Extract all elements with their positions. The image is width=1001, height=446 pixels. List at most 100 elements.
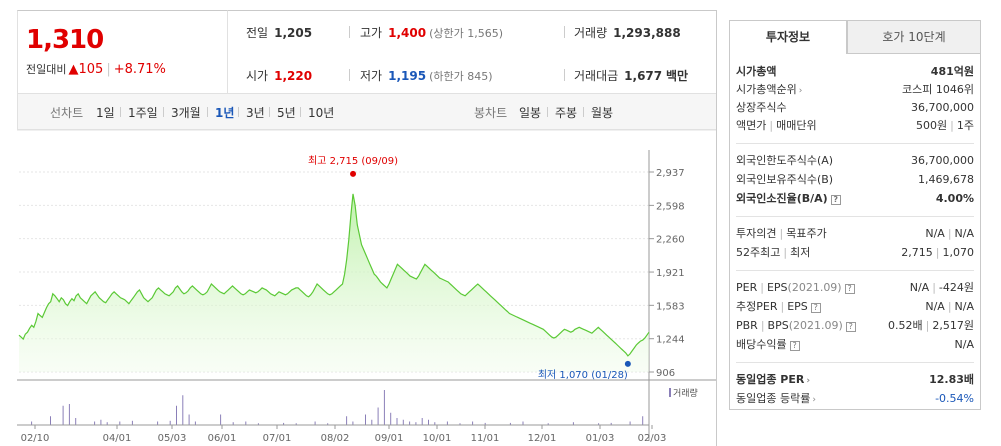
quote-left-panel: 1,310 전일대비 ▲105 | +8.71% 전일 1,205 고가 1,400 (상한… [17, 10, 717, 446]
x-tick-label: 06/01 [208, 433, 237, 444]
industry-change-link[interactable]: 동일업종 등락률 [736, 392, 811, 405]
y-tick-label: 1,921 [656, 268, 685, 279]
period-1d[interactable]: 1일 [96, 106, 115, 120]
industry-per-row: 동일업종 PER › 12.83배 [736, 373, 974, 386]
y-tick-label: 1,583 [656, 301, 685, 312]
y-tick-label: 2,937 [656, 168, 685, 179]
period-separator [300, 107, 301, 117]
period-separator [269, 107, 270, 117]
change-row: 전일대비 ▲105 | +8.71% [26, 61, 166, 77]
period-1y[interactable]: 1년 [215, 106, 235, 120]
period-5y[interactable]: 5년 [277, 106, 296, 120]
y-tick-label: 2,260 [656, 235, 685, 246]
market-cap-row: 시가총액 481억원 [736, 65, 974, 78]
candle-daily[interactable]: 일봉 [519, 106, 542, 120]
foreign-ratio-row: 외국인소진율(B/A)? 4.00% [736, 192, 974, 205]
help-icon[interactable]: ? [810, 303, 821, 313]
help-icon[interactable]: ? [830, 195, 841, 205]
candle-monthly[interactable]: 월봉 [591, 106, 614, 120]
prev-close: 전일 1,205 [246, 26, 313, 40]
up-triangle-icon: ▲ [68, 62, 79, 77]
quote-info-box: 전일 1,205 고가 1,400 (상한가 1,565) 거래량 1,293,888 … [228, 10, 717, 94]
invest-info-body: 시가총액 481억원 시가총액순위 › 코스피 1046위 상장주식수 36,70… [729, 54, 981, 410]
volume-legend: 거래량 [673, 387, 698, 399]
per-eps-row: PER | EPS(2021.09)? N/A | -424원 [736, 281, 974, 294]
candle-chart-label: 봉차트 [474, 106, 508, 120]
x-tick-label: 02/03 [638, 433, 667, 444]
line-chart-label: 선차트 [50, 106, 84, 120]
volume: 거래량 1,293,888 [574, 26, 681, 40]
period-separator [120, 107, 121, 117]
industry-per-link[interactable]: 동일업종 PER [736, 373, 805, 386]
period-separator [238, 107, 239, 117]
chevron-right-icon: › [806, 376, 811, 386]
period-3m[interactable]: 3개월 [171, 106, 201, 120]
price-chart-svg[interactable]: 2,937 2,598 2,260 1,921 1,583 1,244 906 최고 2,7… [17, 129, 717, 446]
candle-weekly[interactable]: 주봉 [555, 106, 578, 120]
x-tick-label: 12/01 [528, 433, 557, 444]
period-separator [547, 107, 548, 117]
x-tick-label: 02/10 [21, 433, 50, 444]
max-marker [350, 170, 357, 177]
x-tick-label: 10/01 [423, 433, 452, 444]
y-tick-label: 1,244 [656, 335, 685, 346]
min-marker [624, 360, 631, 367]
open-price: 시가 1,220 [246, 69, 313, 83]
period-separator [583, 107, 584, 117]
foreign-limit-row: 외국인한도주식수(A) 36,700,000 [736, 154, 974, 167]
opinion-row: 투자의견 | 목표주가 N/A | N/A [736, 227, 974, 240]
day-high: 고가 1,400 (상한가 1,565) [360, 26, 503, 40]
min-annotation: 최저 1,070 (01/28) [538, 369, 628, 381]
section-divider [736, 216, 974, 217]
section-divider [736, 143, 974, 144]
foreign-hold-row: 외국인보유주식수(B) 1,469,678 [736, 173, 974, 186]
section-divider [736, 362, 974, 363]
info-divider [349, 26, 350, 38]
chevron-right-icon: › [812, 395, 816, 405]
y-tick-label: 906 [656, 368, 675, 379]
price-area [19, 193, 649, 372]
help-icon[interactable]: ? [789, 341, 800, 351]
tab-order-book[interactable]: 호가 10단계 [847, 20, 981, 54]
x-tick-label: 05/03 [158, 433, 187, 444]
info-divider [564, 26, 565, 38]
change-label: 전일대비 [26, 63, 67, 76]
help-icon[interactable]: ? [845, 322, 856, 332]
period-10y[interactable]: 10년 [308, 106, 335, 120]
price-box: 1,310 전일대비 ▲105 | +8.71% [17, 10, 228, 94]
x-tick-label: 11/01 [471, 433, 500, 444]
y-tick-label: 2,598 [656, 201, 685, 212]
period-3y[interactable]: 3년 [246, 106, 265, 120]
period-separator [163, 107, 164, 117]
change-amount: 105 [78, 62, 104, 77]
current-price: 1,310 [26, 25, 104, 55]
period-1w[interactable]: 1주일 [128, 106, 158, 120]
market-cap-rank-link[interactable]: 시가총액순위 [736, 83, 797, 96]
help-icon[interactable]: ? [844, 284, 855, 294]
day-low: 저가 1,195 (하한가 845) [360, 69, 493, 83]
x-tick-label: 07/01 [263, 433, 292, 444]
info-divider [349, 69, 350, 81]
market-cap-rank-row: 시가총액순위 › 코스피 1046위 [736, 83, 974, 96]
listed-shares-row: 상장주식수 36,700,000 [736, 101, 974, 114]
week52-row: 52주최고 | 최저 2,715 | 1,070 [736, 246, 974, 259]
info-tabs: 투자정보 호가 10단계 [729, 20, 981, 54]
dividend-row: 배당수익률? N/A [736, 338, 974, 351]
x-tick-label: 01/03 [586, 433, 615, 444]
max-annotation: 최고 2,715 (09/09) [308, 155, 398, 167]
industry-change-row: 동일업종 등락률 › -0.54% [736, 392, 974, 405]
price-chart[interactable]: 2,937 2,598 2,260 1,921 1,583 1,244 906 최고 2,7… [17, 129, 717, 446]
chart-period-bar: 선차트 1일 1주일 3개월 1년 3년 5년 10년 봉차트 일봉 주봉 월봉 [17, 94, 717, 130]
pbr-bps-row: PBR | BPS(2021.09)? 0.52배 | 2,517원 [736, 319, 974, 332]
volume-legend-swatch [669, 388, 671, 397]
x-tick-label: 09/01 [375, 433, 404, 444]
change-separator: | [106, 62, 111, 77]
par-value-row: 액면가 | 매매단위 500원 | 1주 [736, 119, 974, 132]
x-tick-label: 04/01 [103, 433, 132, 444]
tab-invest-info[interactable]: 투자정보 [729, 20, 847, 54]
est-per-row: 추정PER | EPS? N/A | N/A [736, 300, 974, 313]
chevron-right-icon: › [798, 86, 803, 96]
invest-info-panel: 투자정보 호가 10단계 시가총액 481억원 시가총액순위 › 코스피 1046… [716, 10, 982, 446]
price-line [18, 193, 650, 357]
period-separator [207, 107, 208, 117]
